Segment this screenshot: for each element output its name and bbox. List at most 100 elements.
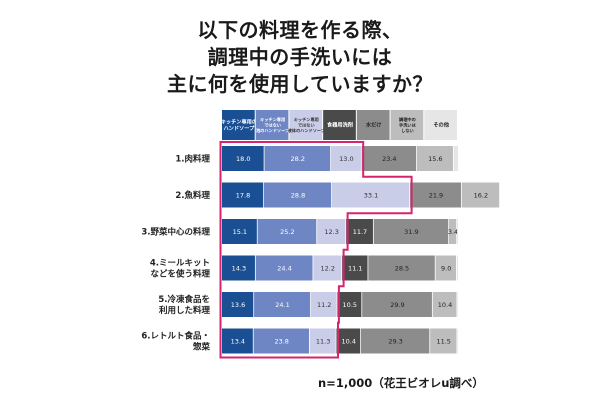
bar-value-r4-s2: 11.2 [317,301,331,309]
category-label-3-0: 4.ミールキット [150,259,210,269]
bar-value-r1-s4: 21.9 [429,192,443,200]
bar-value-r4-s4: 29.9 [390,301,404,309]
bar-r5-s5 [430,328,457,354]
bar-value-r2-s4: 31.9 [404,228,418,236]
bar-r5-s2 [309,328,336,354]
bar-r4-s5 [432,292,457,317]
bar-value-r5-s1: 23.8 [274,338,288,346]
category-label-0-0: 1.肉料理 [175,154,210,165]
legend-label-2-2: 液体のハンドソープ [288,127,326,134]
chart-title-line-3: 主に何を使用していますか？ [167,72,433,96]
legend-swatch-5 [390,110,424,140]
bar-r1-s1 [264,182,332,208]
bar-value-r2-s1: 25.2 [280,228,294,236]
bar-value-r4-s1: 24.1 [275,301,289,309]
bar-value-r5-s2: 11.3 [316,338,330,346]
bar-value-r0-s0: 18.0 [236,155,250,163]
bar-value-r1-s1: 28.8 [291,192,305,200]
legend-label-1-1: ではない [264,121,281,128]
bar-r5-remainder [457,328,458,354]
bar-value-r0-s1: 28.2 [291,155,305,163]
bar-r3-s5 [435,255,457,281]
legend-label-2-0: キッチン専用 [294,116,319,123]
bar-value-r3-s5: 9.0 [441,265,451,273]
legend-label-0-0: キッチン専用の [221,117,257,125]
bar-r2-s0 [222,219,257,244]
legend-label-4-0: 水だけ [366,121,382,129]
legend-label-0-1: ハンドソープ [223,124,255,132]
bar-value-r3-s1: 24.4 [277,265,291,273]
bar-value-r0-s4: 23.4 [382,155,396,163]
bar-r4-s4 [362,292,432,317]
bar-value-r5-s3: 10.4 [341,338,355,346]
highlight-outline [219,141,413,359]
survey-footnote: n=1,000（花王ビオレu調べ） [318,376,484,390]
category-label-5-0: 6.レトルト食品・ [141,331,210,342]
bar-value-r5-s4: 29.3 [388,338,402,346]
bar-value-r4-s0: 13.6 [231,301,245,309]
bar-r0-s1 [264,146,331,171]
bar-value-r5-s0: 13.4 [231,338,245,346]
bar-r5-s0 [222,328,253,354]
bar-r4-s1 [254,292,311,317]
legend-label-3-0: 食器用洗剤 [326,121,353,129]
legend-label-6-0: その他 [433,121,449,129]
category-label-3-1: などを使う料理 [150,269,210,280]
legend-swatch-4 [356,110,390,140]
bar-value-r1-s0: 17.8 [236,192,250,200]
bar-value-r2-s3: 11.7 [353,228,367,236]
bar-r3-s2 [313,255,342,281]
bar-r0-s5 [416,146,453,171]
bar-r3-s0 [222,255,255,281]
bar-value-r3-s0: 14.3 [232,265,246,273]
bar-value-r4-s3: 10.5 [343,301,357,309]
bar-value-r4-s5: 10.4 [438,301,452,309]
chart-title-line-2: 調理中の手洗いには [207,45,393,69]
legend-swatch-0 [222,110,255,140]
bar-r1-s0 [222,182,264,208]
category-label-1-0: 2.魚料理 [175,190,210,201]
category-label-2-0: 3.野菜中心の料理 [141,227,210,238]
bar-value-r2-s2: 12.3 [324,228,338,236]
bar-r2-s5 [449,219,457,244]
bar-value-r5-s5: 11.5 [436,338,450,346]
legend-label-5-2: しない [401,127,414,134]
bar-r2-s2 [317,219,346,244]
legend-label-1-0: キッチン専用 [260,116,285,123]
legend-label-5-1: 手洗いは [399,121,417,128]
legend-swatch-3 [323,110,356,140]
bar-r0-s0 [222,146,264,171]
category-label-4-0: 5.冷凍食品を [158,294,210,305]
bar-r5-s1 [253,328,309,354]
bar-r5-s4 [361,328,430,354]
bar-value-r1-s2: 33.1 [364,192,378,200]
bar-r2-s4 [373,219,449,244]
chart-title-line-1: 以下の料理を作る際、 [197,18,403,42]
bar-r2-s1 [257,219,317,244]
bar-r2-remainder [457,219,458,244]
legend-swatch-2 [289,110,323,140]
bar-r4-remainder [457,292,458,317]
bar-r2-s3 [346,219,373,244]
bar-r0-s4 [361,146,417,171]
bar-value-r0-s5: 15.6 [428,155,442,163]
bar-value-r2-s0: 15.1 [233,228,247,236]
bar-r0-s2 [331,146,361,171]
legend-label-2-1: ではない [298,121,315,128]
bar-r1-s5 [461,182,500,208]
bar-value-r1-s5: 16.2 [474,192,488,200]
bar-value-r2-s5: 3.4 [448,228,458,236]
bar-r4-s2 [310,292,337,317]
bar-r1-s4 [410,182,461,208]
legend-swatch-1 [255,110,289,140]
bar-r5-s3 [336,328,361,354]
bar-value-r3-s3: 11.1 [348,265,362,273]
category-label-5-1: 惣菜 [193,342,211,353]
bar-value-r0-s2: 13.0 [339,155,353,163]
bar-r0-remainder [453,146,458,171]
bar-value-r3-s4: 28.5 [395,265,409,273]
bar-r3-s3 [342,255,368,281]
bar-r3-s4 [368,255,435,281]
